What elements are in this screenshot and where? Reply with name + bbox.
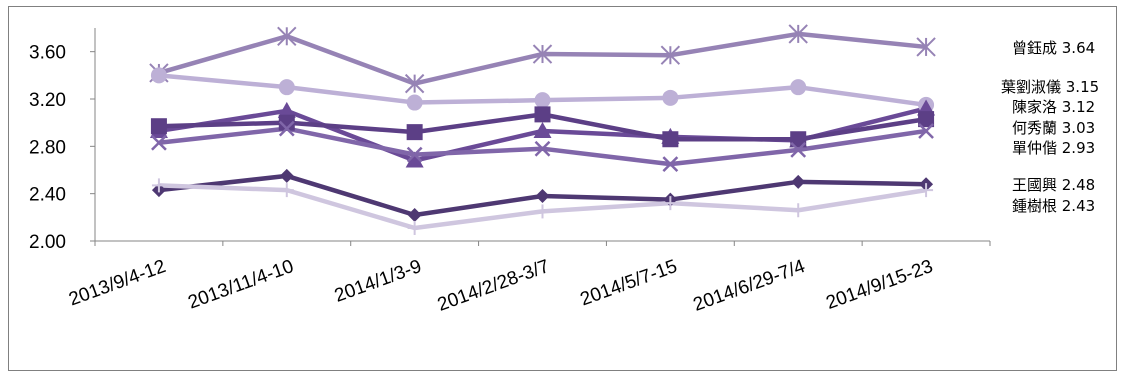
series-end-label: 王國興 2.48	[1012, 176, 1095, 194]
data-point	[918, 111, 935, 128]
x-axis-ticks: 2013/9/4-12 2013/11/4-10 2014/1/3-9 2014/2/…	[66, 241, 991, 316]
data-point	[790, 131, 807, 148]
data-point	[916, 37, 936, 57]
y-axis-ticks: 2.00 2.40 2.80 3.20 3.60	[29, 43, 95, 253]
data-point	[662, 89, 679, 106]
data-point	[405, 151, 424, 168]
x-tick-label: 2014/1/3-9	[332, 256, 425, 307]
series-end-label: 陳家洛 3.12	[1012, 98, 1095, 116]
data-point	[790, 79, 807, 96]
x-tick-label: 2014/9/15-23	[823, 256, 935, 314]
data-point	[918, 123, 934, 139]
data-point	[791, 174, 806, 189]
data-point	[404, 73, 425, 94]
data-point	[534, 140, 551, 157]
data-point	[279, 168, 294, 183]
data-point	[534, 92, 551, 109]
series-end-label: 何秀蘭 3.03	[1012, 119, 1095, 137]
data-point	[150, 67, 167, 84]
x-tick-label: 2014/5/7-15	[578, 256, 680, 310]
series-end-label: 葉劉淑儀 3.15	[1001, 78, 1099, 96]
data-point	[407, 220, 422, 235]
x-tick-label: 2014/6/29-7/4	[691, 256, 809, 316]
data-point	[278, 114, 295, 131]
data-point	[533, 121, 552, 138]
data-point	[662, 131, 679, 148]
chart-axes	[94, 28, 990, 242]
data-point	[151, 178, 166, 193]
data-point	[534, 106, 551, 123]
x-tick-label: 2014/2/28-3/7	[435, 256, 552, 316]
data-point	[790, 141, 807, 158]
series-end-label: 鍾樹根 2.43	[1012, 197, 1095, 215]
data-point	[151, 134, 167, 151]
y-tick-label: 2.00	[29, 232, 66, 253]
data-point	[407, 207, 422, 222]
data-point	[919, 183, 934, 198]
series-end-label: 曾鈺成 3.64	[1012, 39, 1095, 57]
y-tick-label: 3.60	[29, 43, 66, 64]
series-end-labels: 曾鈺成 3.64 葉劉淑儀 3.15 陳家洛 3.12 何秀蘭 3.03 單仲偕 2.9…	[1001, 39, 1099, 215]
data-point	[277, 26, 297, 46]
data-point	[278, 120, 295, 137]
series-markers	[149, 24, 936, 235]
data-point	[406, 146, 423, 163]
series-end-label: 單仲偕 2.93	[1012, 139, 1095, 157]
data-point	[406, 124, 423, 141]
data-point	[663, 196, 678, 211]
x-tick-label: 2013/9/4-12	[66, 256, 168, 310]
data-point	[660, 45, 681, 65]
data-point	[532, 44, 553, 64]
y-tick-label: 3.20	[29, 90, 66, 111]
y-tick-label: 2.40	[29, 185, 66, 206]
data-point	[277, 101, 296, 118]
data-point	[535, 204, 550, 219]
data-point	[791, 203, 806, 218]
data-point	[279, 183, 294, 198]
data-point	[150, 118, 167, 135]
y-tick-label: 2.80	[29, 137, 66, 158]
data-point	[406, 94, 423, 111]
data-point	[788, 24, 808, 44]
data-point	[535, 189, 550, 204]
data-point	[278, 79, 295, 96]
x-tick-label: 2013/11/4-10	[185, 256, 296, 314]
data-point	[662, 156, 679, 172]
